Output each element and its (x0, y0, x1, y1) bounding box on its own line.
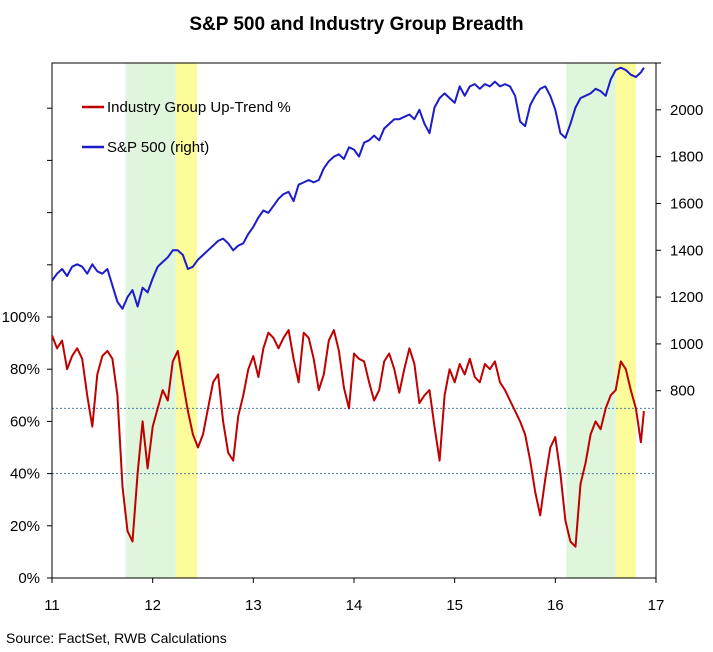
series-layer (51, 66, 645, 548)
x-tick-label: 12 (144, 597, 161, 614)
right-tick-label: 800 (670, 383, 695, 400)
x-axis: 11 12 13 14 15 16 17 (44, 578, 664, 614)
x-tick-label: 14 (346, 597, 363, 614)
left-tick-label: 0% (18, 570, 40, 587)
right-tick-label: 1000 (670, 336, 703, 353)
left-tick-label: 40% (10, 466, 40, 483)
series-line-industry-uptrend (51, 329, 645, 548)
reference-lines (52, 407, 656, 475)
shaded-regions (125, 63, 636, 578)
shaded-region-0 (125, 63, 176, 578)
x-tick-label: 13 (245, 597, 262, 614)
x-tick-label: 16 (547, 597, 564, 614)
source-note: Source: FactSet, RWB Calculations (6, 630, 227, 646)
legend: Industry Group Up-Trend % S&P 500 (right) (82, 99, 291, 156)
right-tick-label: 1800 (670, 149, 703, 166)
right-axis: 800 1000 1200 1400 1600 1800 2000 (656, 62, 703, 400)
left-axis: 0% 20% 40% 60% 80% 100% (2, 107, 52, 587)
shaded-region-3 (615, 63, 636, 578)
series-line-sp500 (51, 66, 645, 310)
x-tick-label: 11 (44, 597, 60, 614)
shaded-region-2 (566, 63, 616, 578)
right-tick-label: 2000 (670, 102, 703, 119)
left-tick-label: 80% (10, 361, 40, 378)
left-tick-label: 20% (10, 518, 40, 535)
x-tick-label: 17 (648, 597, 665, 614)
left-tick-label: 60% (10, 413, 40, 430)
right-tick-label: 1200 (670, 289, 703, 306)
right-tick-label: 1400 (670, 242, 703, 259)
shaded-region-1 (175, 63, 197, 578)
left-tick-label: 100% (2, 309, 40, 326)
x-tick-label: 15 (446, 597, 463, 614)
chart-title: S&P 500 and Industry Group Breadth (189, 14, 524, 35)
legend-label-0: Industry Group Up-Trend % (107, 99, 291, 116)
right-tick-label: 1600 (670, 195, 703, 212)
legend-label-1: S&P 500 (right) (107, 139, 209, 156)
